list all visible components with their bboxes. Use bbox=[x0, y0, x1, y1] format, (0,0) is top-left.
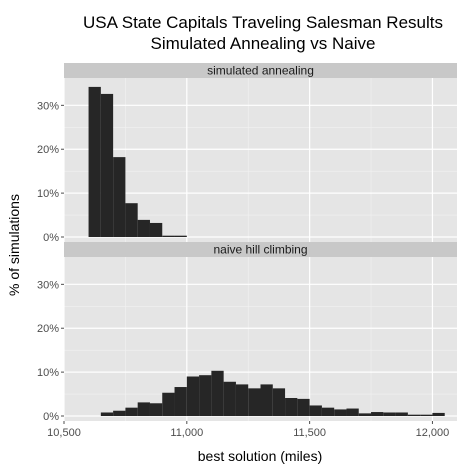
histogram-bar bbox=[297, 398, 310, 416]
x-tick-label: 11,500 bbox=[293, 427, 326, 439]
y-tick-label: 20% bbox=[37, 144, 59, 156]
facet-panel-naive-hill-climbing: naive hill climbing 0% 10% 20% 30% bbox=[37, 242, 457, 423]
histogram-bar bbox=[371, 412, 384, 416]
histogram-bar bbox=[149, 403, 163, 416]
histogram-bar bbox=[285, 398, 298, 416]
y-axis-label: % of simulations bbox=[6, 194, 22, 296]
histogram-bar bbox=[162, 392, 175, 416]
histogram-bar bbox=[125, 203, 138, 237]
histogram-bar bbox=[100, 93, 114, 237]
facet-strip-label: naive hill climbing bbox=[213, 243, 307, 257]
chart-title: USA State Capitals Traveling Salesman Re… bbox=[83, 13, 443, 32]
histogram-bar bbox=[88, 86, 101, 238]
histogram-bar bbox=[432, 412, 445, 416]
facet-strip bbox=[64, 63, 457, 78]
histogram-bar bbox=[260, 384, 273, 416]
y-tick-label: 0% bbox=[43, 411, 59, 423]
y-tick-label: 0% bbox=[43, 232, 59, 244]
histogram-bar bbox=[223, 381, 236, 416]
histogram-bar bbox=[321, 407, 335, 416]
x-tick-label: 12,000 bbox=[416, 427, 450, 439]
histogram-bar bbox=[407, 414, 421, 416]
histogram-bar bbox=[309, 405, 322, 416]
histogram-bar bbox=[149, 222, 163, 237]
facet-strip-label: simulated annealing bbox=[207, 64, 314, 78]
histogram-bar bbox=[383, 412, 396, 416]
histogram-bar bbox=[420, 414, 433, 416]
histogram-bar bbox=[137, 402, 150, 416]
x-axis-label: best solution (miles) bbox=[198, 448, 323, 464]
histogram-bar bbox=[272, 388, 286, 416]
histogram-bar bbox=[100, 412, 114, 416]
x-tick-label: 10,500 bbox=[47, 427, 81, 439]
histogram-bar bbox=[162, 235, 175, 237]
histogram-bar bbox=[125, 407, 138, 416]
y-tick-label: 10% bbox=[37, 367, 59, 379]
histogram-bar bbox=[137, 219, 150, 237]
histogram-bar bbox=[113, 157, 126, 237]
histogram-bar bbox=[358, 413, 372, 416]
histogram-bar bbox=[186, 376, 200, 416]
histogram-bar bbox=[113, 410, 126, 416]
facet-panel-simulated-annealing: simulated annealing 0% 10% 20% 30% bbox=[37, 63, 457, 244]
histogram-bar bbox=[248, 388, 261, 416]
y-tick-label: 30% bbox=[37, 100, 59, 112]
histogram-bar bbox=[211, 370, 224, 416]
facet-strip bbox=[64, 242, 457, 257]
histogram-bar bbox=[174, 387, 187, 416]
histogram-bar bbox=[346, 408, 359, 416]
histogram-bar bbox=[395, 412, 408, 416]
y-tick-label: 10% bbox=[37, 188, 59, 200]
x-tick-label: 11,000 bbox=[170, 427, 203, 439]
y-tick-label: 30% bbox=[37, 279, 59, 291]
chart-subtitle: Simulated Annealing vs Naive bbox=[151, 34, 376, 53]
histogram-bar bbox=[199, 375, 212, 416]
y-tick-label: 20% bbox=[37, 323, 59, 335]
histogram-bar bbox=[235, 384, 249, 416]
histogram-bar bbox=[334, 409, 347, 416]
histogram-bar bbox=[174, 235, 187, 237]
